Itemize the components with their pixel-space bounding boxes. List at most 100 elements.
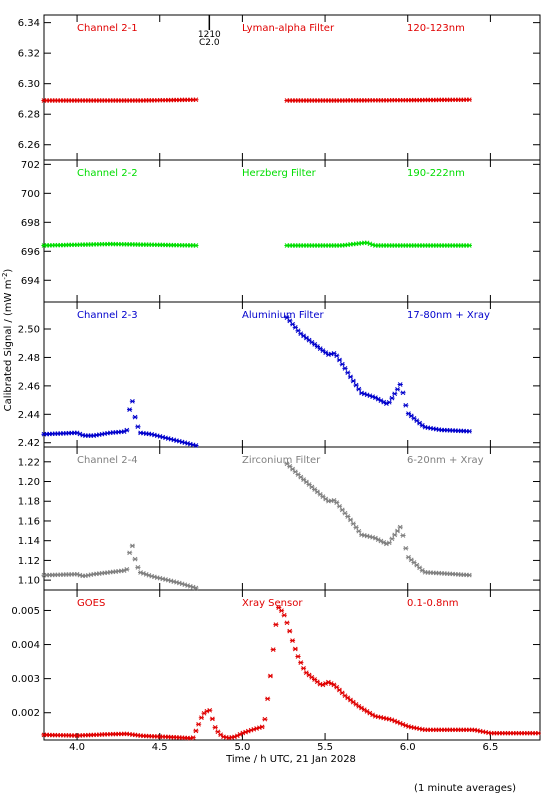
- data-point: [278, 608, 285, 614]
- data-point: [196, 721, 202, 727]
- x-axis-label: Time / h UTC, 21 Jan 2028: [225, 754, 356, 765]
- y-tick-label: 2.44: [18, 410, 40, 421]
- panel-channel-label: Channel 2-2: [77, 168, 138, 179]
- data-point: [198, 715, 204, 721]
- data-point: [289, 638, 296, 643]
- data-point: [127, 407, 133, 412]
- event-marker-class: C2.0: [199, 38, 220, 48]
- y-tick-label: 6.30: [18, 79, 40, 90]
- data-point: [353, 382, 359, 388]
- data-point: [392, 391, 398, 397]
- data-point: [132, 556, 138, 562]
- data-point: [292, 646, 298, 652]
- y-tick-label: 698: [21, 218, 40, 229]
- data-point: [290, 321, 296, 327]
- data-point: [320, 348, 326, 353]
- panel-band-label: 190-222nm: [407, 168, 465, 179]
- y-tick-label: 2.46: [18, 381, 40, 392]
- data-point: [403, 402, 409, 408]
- y-axis-label-superscript: -2: [1, 273, 9, 280]
- data-point: [298, 660, 304, 665]
- panel-band-label: 17-80nm + Xray: [407, 310, 490, 321]
- y-tick-label: 0.003: [11, 674, 40, 685]
- data-point: [397, 524, 403, 530]
- panel-band-label: 120-123nm: [407, 23, 465, 34]
- data-point: [342, 366, 348, 371]
- data-point: [270, 647, 276, 652]
- y-tick-label: 0.002: [11, 708, 40, 719]
- panel-filter-label: Lyman-alpha Filter: [242, 23, 335, 34]
- data-point: [292, 325, 298, 330]
- panel-channel-label: GOES: [77, 598, 105, 609]
- y-axis-label: Calibrated Signal / (mW m-2): [1, 269, 14, 412]
- y-tick-label: 702: [21, 160, 40, 171]
- panel-2: 694 696 698 700 702 Channel 2-2 Herzberg Filte…: [21, 159, 541, 303]
- data-point: [419, 568, 425, 573]
- panel-1: 6.26 6.28 6.30 6.32 6.34 Channel 2-1 Lyman-alp…: [18, 14, 541, 161]
- data-point: [265, 696, 271, 702]
- data-point: [392, 532, 398, 538]
- x-tick-label: 5.5: [317, 742, 333, 753]
- data-point: [356, 528, 362, 534]
- y-axis-label-close: ): [3, 269, 14, 273]
- y-tick-label: 1.18: [18, 497, 40, 508]
- data-point: [267, 673, 273, 679]
- y-tick-label: 1.16: [18, 516, 40, 527]
- data-point: [193, 728, 199, 734]
- data-point: [193, 243, 199, 248]
- y-tick-label: 1.12: [18, 556, 40, 567]
- data-point: [466, 243, 472, 248]
- data-point: [262, 716, 268, 722]
- event-marker-time: 1210: [198, 30, 221, 40]
- data-point: [284, 620, 290, 626]
- x-tick-label: 6.0: [400, 742, 416, 753]
- panel-channel-label: Channel 2-1: [77, 23, 138, 34]
- y-tick-label: 2.48: [18, 353, 40, 364]
- panel-4: 1.10 1.12 1.14 1.16 1.18 1.20 1.22 Channel 2-4 Z…: [18, 446, 541, 591]
- panel-band-label: 0.1-0.8nm: [407, 598, 459, 609]
- x-tick-label: 4.5: [152, 742, 168, 753]
- data-point: [342, 510, 348, 516]
- data-point: [129, 398, 135, 404]
- data-point: [345, 514, 351, 519]
- data-point: [323, 350, 329, 355]
- panel-frame: [43, 159, 541, 303]
- data-point: [403, 545, 409, 551]
- y-tick-label: 6.32: [18, 49, 40, 60]
- panel-frame: [43, 589, 541, 741]
- data-point: [207, 707, 213, 713]
- data-point: [350, 521, 356, 527]
- y-tick-label: 2.50: [18, 325, 40, 336]
- y-tick-label: 700: [21, 189, 40, 200]
- data-point: [347, 374, 354, 380]
- data-point: [353, 701, 359, 707]
- data-point: [394, 528, 401, 534]
- data-point: [356, 386, 362, 392]
- data-point: [466, 97, 472, 103]
- data-point: [295, 654, 301, 659]
- data-point: [336, 357, 343, 363]
- panel-filter-label: Herzberg Filter: [242, 168, 317, 179]
- data-point: [295, 328, 301, 334]
- data-point: [389, 536, 395, 542]
- x-tick-label: 4.0: [69, 742, 85, 753]
- y-tick-label: 6.34: [18, 18, 40, 29]
- y-tick-label: 694: [21, 276, 40, 287]
- panel-channel-label: Channel 2-3: [77, 310, 138, 321]
- data-point: [193, 585, 199, 591]
- panels-layer: 6.26 6.28 6.30 6.32 6.34 Channel 2-1 Lyman-alp…: [11, 14, 541, 741]
- data-point: [334, 500, 340, 505]
- data-point: [466, 428, 472, 434]
- data-point: [386, 399, 392, 405]
- data-point: [345, 370, 351, 376]
- data-point: [339, 507, 345, 513]
- panel-frame: [43, 14, 541, 161]
- y-tick-label: 6.26: [18, 140, 40, 151]
- data-point: [212, 725, 218, 730]
- data-point: [347, 517, 354, 523]
- data-point: [350, 378, 356, 384]
- panel-filter-label: Aluminium Filter: [242, 310, 325, 321]
- panel-5: 0.002 0.003 0.004 0.005 GOES Xray Sensor 0.1-0…: [11, 589, 541, 741]
